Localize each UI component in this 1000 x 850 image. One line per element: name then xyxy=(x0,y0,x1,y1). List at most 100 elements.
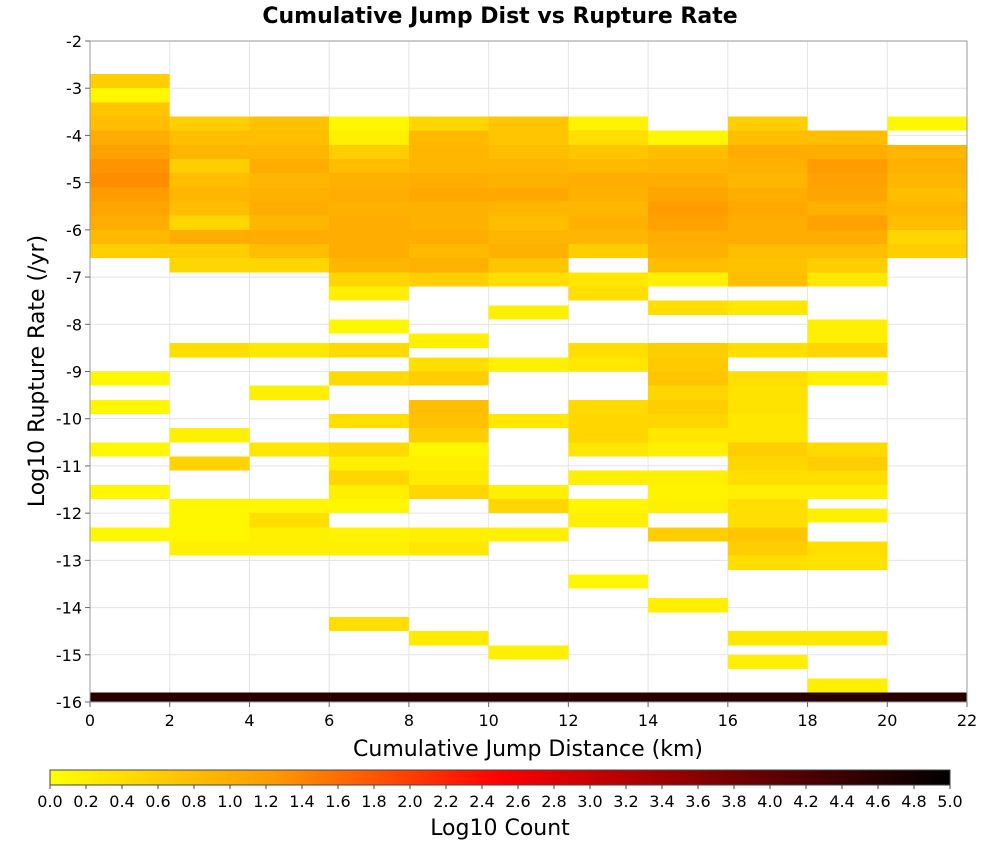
heatmap-cell xyxy=(488,527,569,542)
heatmap-cell xyxy=(249,173,330,188)
colorbar-tick-label: 4.2 xyxy=(793,792,818,811)
heatmap-cell xyxy=(169,258,250,273)
x-tick-label: 0 xyxy=(85,711,95,730)
colorbar-tick-label: 3.6 xyxy=(685,792,710,811)
heatmap-cell xyxy=(329,371,409,386)
x-tick-label: 20 xyxy=(877,711,897,730)
y-tick-label: -16 xyxy=(56,693,82,712)
x-tick-label: 14 xyxy=(638,711,658,730)
y-tick-label: -7 xyxy=(66,268,82,287)
heatmap-cell xyxy=(488,229,569,245)
heatmap-cell xyxy=(408,187,489,202)
heatmap-cell xyxy=(90,229,170,245)
heatmap-cell xyxy=(90,187,170,202)
heatmap-cell xyxy=(648,498,728,514)
heatmap-cell xyxy=(648,527,728,542)
heatmap-cell xyxy=(887,173,967,188)
heatmap-cell xyxy=(329,319,409,334)
heatmap-cell xyxy=(727,527,808,542)
x-tick-label: 12 xyxy=(558,711,578,730)
heatmap-cell xyxy=(408,413,489,429)
heatmap-cell xyxy=(90,130,170,145)
heatmap-cell xyxy=(169,201,250,216)
heatmap-cell xyxy=(887,144,967,160)
heatmap-cell xyxy=(648,144,728,160)
heatmap-cell xyxy=(727,343,808,358)
heatmap-cell xyxy=(408,470,489,485)
heatmap-cell xyxy=(169,527,250,542)
heatmap-cell xyxy=(648,130,728,145)
heatmap-cell xyxy=(249,159,330,174)
heatmap-cell xyxy=(169,229,250,245)
heatmap-cell xyxy=(408,215,489,230)
heatmap-cell xyxy=(329,173,409,188)
heatmap-cell xyxy=(249,130,330,145)
heatmap-cell xyxy=(329,527,409,542)
heatmap-cell xyxy=(329,229,409,245)
chart-title: Cumulative Jump Dist vs Rupture Rate xyxy=(262,4,737,29)
heatmap-cell xyxy=(408,484,489,499)
heatmap-cell xyxy=(807,371,888,386)
heatmap-cell xyxy=(807,173,888,188)
heatmap-cell xyxy=(169,343,250,358)
heatmap-cell xyxy=(727,484,808,499)
colorbar-tick-label: 3.2 xyxy=(613,792,638,811)
heatmap-cell xyxy=(727,144,808,160)
heatmap-cell xyxy=(90,88,170,103)
heatmap-cell xyxy=(568,513,649,528)
heatmap-cell xyxy=(648,173,728,188)
heatmap-cell xyxy=(727,428,808,443)
heatmap-cell xyxy=(169,130,250,145)
x-axis-ticks: 0 2 4 6 8 10 12 14 16 18 20 22 xyxy=(85,702,977,730)
heatmap-cell xyxy=(807,631,888,646)
x-tick-label: 2 xyxy=(165,711,175,730)
heatmap-cell xyxy=(249,343,330,358)
heatmap-cell xyxy=(488,187,569,202)
y-axis-ticks: -2 -3 -4 -5 -6 -7 -8 -9 -10 -11 -12 -13 -14 -15 -16 xyxy=(56,32,90,712)
heatmap-cell xyxy=(807,144,888,160)
heatmap-cell xyxy=(169,144,250,160)
heatmap-cell xyxy=(90,442,170,457)
heatmap-cell xyxy=(408,357,489,372)
heatmap-cell xyxy=(727,187,808,202)
heatmap-cell xyxy=(249,498,330,514)
heatmap-cell xyxy=(90,144,170,160)
heatmap-cell xyxy=(727,654,808,669)
colorbar-tick-label: 2.2 xyxy=(433,792,458,811)
y-tick-label: -13 xyxy=(56,551,82,570)
heatmap-cell xyxy=(169,456,250,471)
heatmap-cell xyxy=(329,159,409,174)
colorbar-tick-label: 2.8 xyxy=(541,792,566,811)
heatmap-cell xyxy=(568,498,649,514)
heatmap-cell xyxy=(568,442,649,457)
colorbar-tick-label: 0.0 xyxy=(37,792,62,811)
heatmap-cell xyxy=(727,385,808,400)
x-tick-label: 18 xyxy=(797,711,817,730)
heatmap-cell xyxy=(408,258,489,273)
heatmap-cell xyxy=(249,541,330,556)
heatmap-cell xyxy=(887,244,967,259)
x-tick-label: 6 xyxy=(324,711,334,730)
heatmap-cell xyxy=(249,144,330,160)
heatmap-cell xyxy=(568,116,649,131)
heatmap-cells xyxy=(90,74,967,702)
heatmap-cell xyxy=(887,201,967,216)
heatmap-cell xyxy=(648,229,728,245)
heatmap-cell xyxy=(329,272,409,287)
heatmap-cell xyxy=(249,116,330,131)
heatmap-cell xyxy=(488,645,569,660)
y-tick-label: -11 xyxy=(56,457,82,476)
heatmap-cell xyxy=(329,258,409,273)
x-tick-label: 22 xyxy=(957,711,977,730)
heatmap-cell xyxy=(329,442,409,457)
heatmap-cell xyxy=(648,215,728,230)
heatmap-cell xyxy=(329,130,409,145)
heatmap-cell xyxy=(648,187,728,202)
heatmap-cell xyxy=(90,201,170,216)
heatmap-cell xyxy=(249,215,330,230)
heatmap-cell xyxy=(807,244,888,259)
heatmap-cell xyxy=(488,692,569,702)
heatmap-cell xyxy=(408,333,489,348)
heatmap-cell xyxy=(807,130,888,145)
heatmap-cell xyxy=(329,215,409,230)
